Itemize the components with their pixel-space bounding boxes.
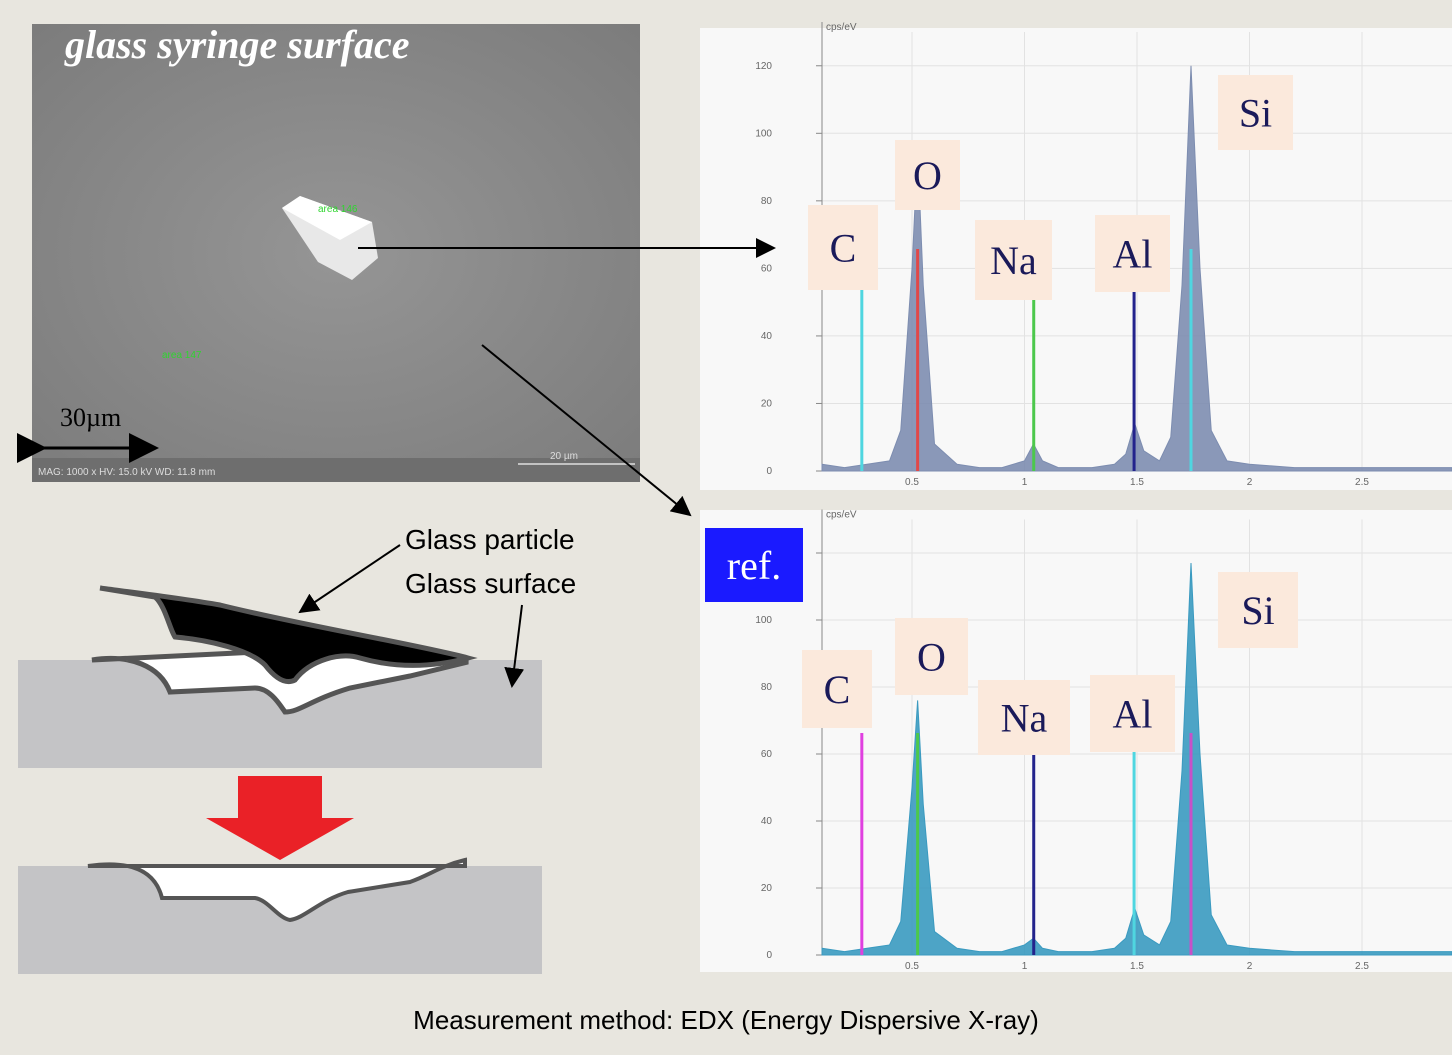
element-label: Si [1241,588,1274,633]
y-tick-label: 80 [761,682,773,693]
surface-label: Glass surface [405,568,576,599]
process-arrow [206,776,354,860]
y-tick-label: 20 [761,398,773,409]
x-tick-label: 2 [1247,961,1253,972]
particle-label: Glass particle [405,524,575,555]
y-tick-label: 40 [761,331,773,342]
slide: glass syringe surface area 146 area 147 … [0,0,1452,1055]
y-tick-label: 100 [755,128,772,139]
ref-label: ref. [727,543,781,588]
x-tick-label: 2.5 [1355,961,1369,972]
element-label: Si [1239,91,1272,136]
y-axis-label: cps/eV [826,22,857,33]
area-label: area 147 [162,350,202,361]
element-label: Al [1113,692,1153,737]
x-tick-label: 1 [1022,477,1028,488]
y-tick-label: 60 [761,263,773,274]
y-tick-label: 120 [755,61,772,72]
x-tick-label: 1.5 [1130,477,1144,488]
scale-label: 30µm [60,403,121,432]
x-tick-label: 0.5 [905,961,919,972]
element-label: Na [1001,696,1048,741]
element-label: C [824,667,851,712]
element-label: O [917,635,946,680]
scale-bar-label: 20 µm [550,451,578,462]
y-tick-label: 0 [766,950,772,961]
x-tick-label: 1 [1022,961,1028,972]
caption: Measurement method: EDX (Energy Dispersi… [413,1005,1039,1035]
y-tick-label: 100 [755,615,772,626]
y-tick-label: 60 [761,749,773,760]
sem-info: MAG: 1000 x HV: 15.0 kV WD: 11.8 mm [38,467,215,478]
sem-title: glass syringe surface [64,22,409,67]
element-label: Na [990,238,1037,283]
area-label: area 146 [318,204,358,215]
y-tick-label: 40 [761,816,773,827]
x-tick-label: 0.5 [905,477,919,488]
element-label: C [830,226,857,271]
y-axis-label: cps/eV [826,510,857,521]
x-tick-label: 2 [1247,477,1253,488]
element-label: O [913,153,942,198]
x-tick-label: 2.5 [1355,477,1369,488]
page: glass syringe surface area 146 area 147 … [0,0,1452,1055]
chart-panel [700,510,1452,972]
x-tick-label: 1.5 [1130,961,1144,972]
element-label: Al [1113,232,1153,277]
y-tick-label: 80 [761,196,773,207]
y-tick-label: 20 [761,883,773,894]
label-arrow [300,545,400,612]
y-tick-label: 0 [766,466,772,477]
